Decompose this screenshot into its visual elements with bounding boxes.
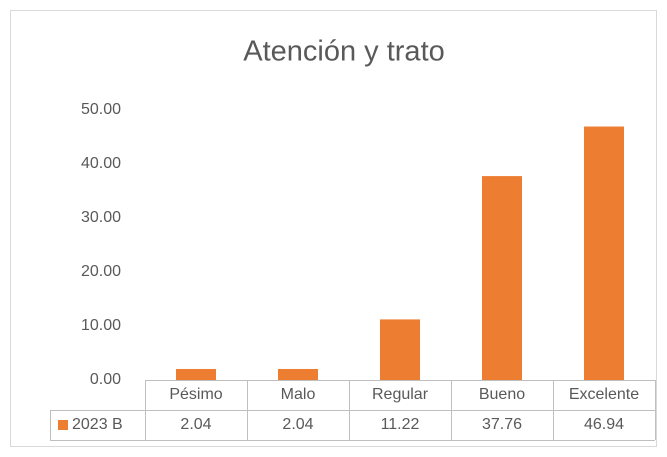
x-tick-label: Bueno — [479, 386, 525, 403]
y-tick-label: 30.00 — [81, 209, 121, 226]
bar — [278, 368, 318, 380]
y-tick-label: 40.00 — [81, 155, 121, 172]
bar — [176, 368, 216, 380]
table-value: 11.22 — [381, 416, 420, 433]
bar — [584, 126, 624, 380]
chart-title: Atención y trato — [243, 36, 445, 68]
table-value: 2.04 — [282, 416, 313, 433]
x-tick-label: Malo — [281, 386, 316, 403]
table-value: 46.94 — [584, 416, 624, 433]
chart-border — [10, 10, 657, 447]
y-tick-label: 10.00 — [81, 317, 121, 334]
table-value: 37.76 — [482, 416, 522, 433]
x-tick-label: Pésimo — [169, 386, 222, 403]
y-tick-label: 50.00 — [81, 101, 121, 118]
x-tick-label: Excelente — [569, 386, 639, 403]
y-tick-label: 0.00 — [90, 371, 121, 388]
legend-label: 2023 B — [72, 416, 123, 433]
bar — [380, 319, 420, 380]
bar — [482, 176, 522, 380]
y-tick-label: 20.00 — [81, 263, 121, 280]
x-tick-label: Regular — [372, 386, 429, 403]
table-value: 2.04 — [180, 416, 211, 433]
legend-swatch — [58, 420, 68, 430]
